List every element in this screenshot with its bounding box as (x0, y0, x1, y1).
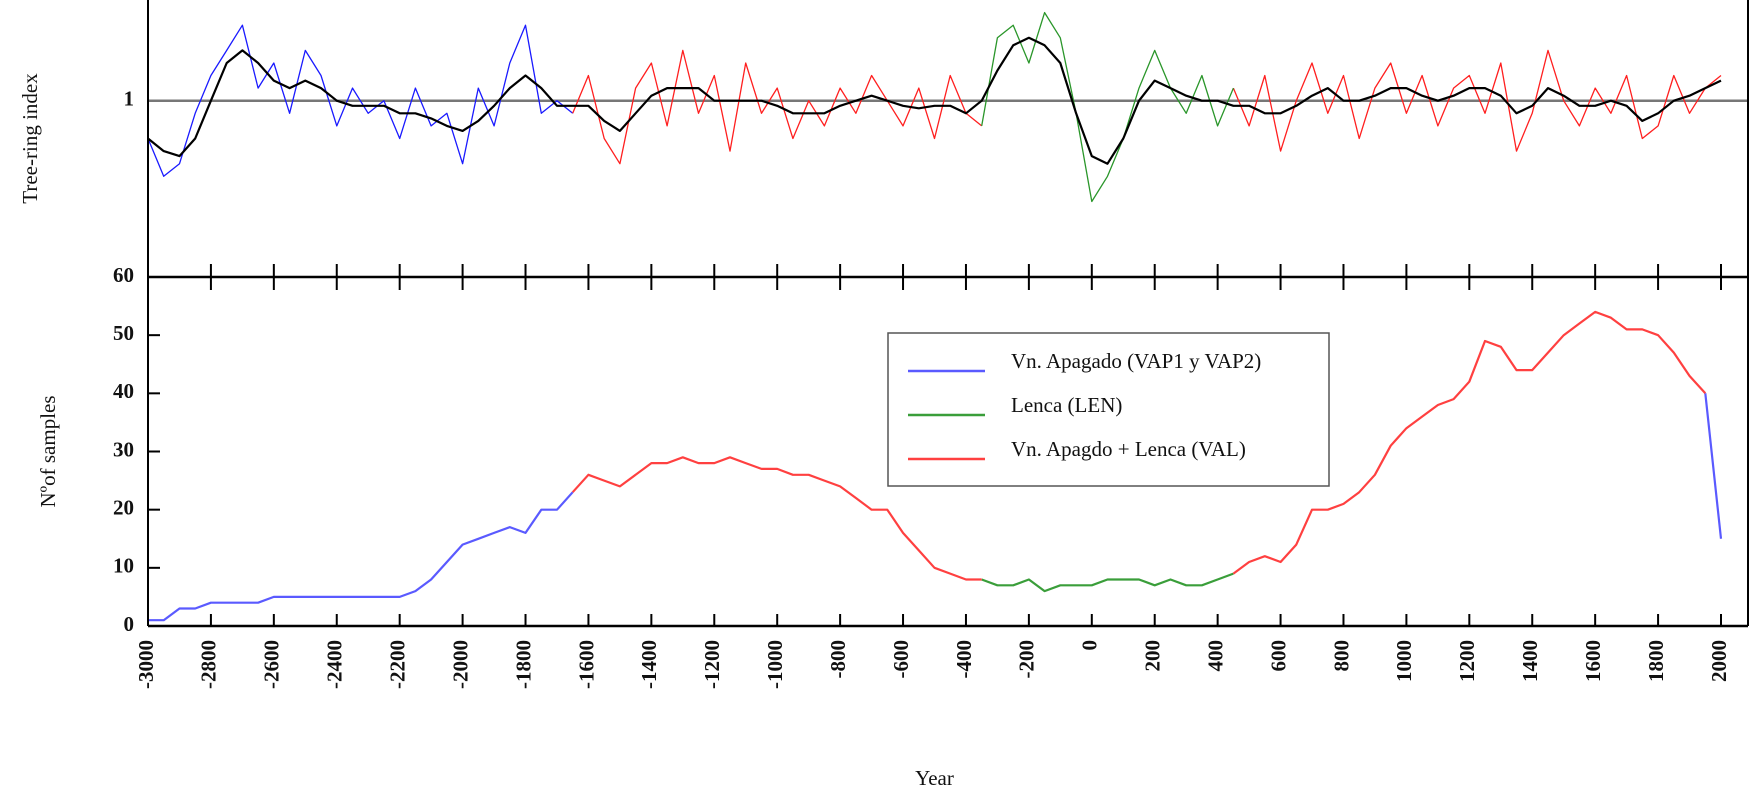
y-tick-label: 60 (113, 263, 134, 287)
legend-label: Vn. Apagdo + Lenca (VAL) (1011, 437, 1246, 461)
y-tick-label: 40 (113, 379, 134, 403)
x-tick-label: -2600 (260, 640, 284, 689)
y-tick-label: 50 (113, 321, 134, 345)
x-tick-label: -1200 (700, 640, 724, 689)
x-tick-label: -1600 (574, 640, 598, 689)
y-tick-label: 0 (124, 612, 135, 636)
series-line (981, 11, 1234, 203)
x-tick-label: -1000 (763, 640, 787, 689)
series-line (147, 24, 574, 177)
x-tick-label: 600 (1266, 640, 1290, 672)
series-line (572, 49, 1722, 165)
y-axis-label: Nºof samples (36, 395, 60, 507)
series-line (148, 393, 1723, 622)
series-line (147, 36, 1722, 165)
legend-box (887, 332, 1330, 487)
legend-label: Lenca (LEN) (1011, 393, 1122, 417)
y-axis-label: Tree-ring index (18, 73, 42, 204)
x-tick-label: -200 (1015, 640, 1039, 679)
x-tick-label: 1000 (1392, 640, 1416, 682)
x-tick-label: -3000 (134, 640, 158, 689)
x-tick-label: 400 (1203, 640, 1227, 672)
y-tick-label: 20 (113, 495, 134, 519)
x-tick-label: 2000 (1707, 640, 1731, 682)
y-tick-label: 10 (113, 554, 134, 578)
x-axis-label: Year (915, 766, 954, 790)
x-tick-label: -1400 (637, 640, 661, 689)
x-tick-label: -1800 (511, 640, 535, 689)
x-tick-label: -2200 (385, 640, 409, 689)
x-tick-label: 1200 (1455, 640, 1479, 682)
x-tick-label: 1800 (1644, 640, 1668, 682)
x-tick-label: -600 (889, 640, 913, 679)
x-tick-label: 800 (1329, 640, 1353, 672)
x-tick-label: -2000 (448, 640, 472, 689)
y-tick-label: 30 (113, 437, 134, 461)
series-line (981, 572, 1234, 593)
y-tick-label: 1 (124, 87, 135, 111)
series-line (571, 310, 1707, 581)
x-tick-label: 0 (1078, 640, 1102, 651)
x-tick-label: -400 (952, 640, 976, 679)
x-tick-label: -2400 (323, 640, 347, 689)
x-tick-label: 200 (1141, 640, 1165, 672)
legend-label: Vn. Apagado (VAP1 y VAP2) (1011, 349, 1261, 373)
x-tick-label: -800 (826, 640, 850, 679)
x-tick-label: 1600 (1581, 640, 1605, 682)
x-tick-label: -2800 (197, 640, 221, 689)
x-tick-label: 1400 (1518, 640, 1542, 682)
